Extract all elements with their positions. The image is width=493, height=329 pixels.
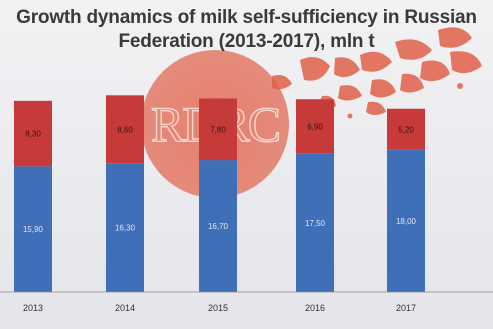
x-tick-label-2014: 2014 (115, 303, 135, 313)
bar-segment-2013-s1 (14, 166, 52, 292)
bar-value-label-2016-s1: 17,50 (305, 219, 326, 228)
bar-segment-2015-s2 (199, 98, 237, 161)
bar-value-label-2013-s2: 8,30 (25, 130, 41, 139)
bar-segment-2016-s1 (296, 153, 334, 292)
bar-value-label-2016-s2: 6,90 (307, 122, 323, 131)
bar-segment-2017-s1 (387, 149, 425, 292)
chart-title-line-1: Growth dynamics of milk self-sufficiency… (16, 7, 477, 28)
bar-segment-2014-s1 (106, 163, 144, 292)
bar-segment-2014-s2 (106, 95, 144, 164)
bar-value-label-2014-s2: 8,60 (117, 125, 133, 134)
bar-value-label-2015-s2: 7,80 (210, 125, 226, 134)
bar-value-label-2013-s1: 15,90 (23, 225, 44, 234)
bar-segment-2015-s1 (199, 160, 237, 292)
bars-group: 15,90 8,30 16,30 8,60 16,70 7,80 17,50 6,90 18,0… (14, 95, 425, 292)
x-tick-label-2015: 2015 (208, 303, 228, 313)
bar-value-label-2017-s1: 18,00 (396, 217, 417, 226)
x-tick-label-2016: 2016 (305, 303, 325, 313)
bar-segment-2016-s2 (296, 99, 334, 154)
chart-title-line-2: Federation (2013-2017), mln t (118, 31, 375, 52)
bar-value-label-2017-s2: 5,20 (398, 125, 414, 134)
x-tick-label-2017: 2017 (396, 303, 416, 313)
x-axis-ticks: 2013 2014 2015 2016 2017 (23, 303, 416, 313)
bar-value-label-2014-s1: 16,30 (115, 224, 136, 233)
bar-value-label-2015-s1: 16,70 (208, 222, 229, 231)
rdrc-watermark-logo: RDRC (141, 27, 482, 198)
bar-segment-2017-s2 (387, 108, 425, 150)
bar-segment-2013-s2 (14, 100, 52, 167)
chart-title: Growth dynamics of milk self-sufficiency… (0, 6, 493, 54)
x-tick-label-2013: 2013 (23, 303, 43, 313)
